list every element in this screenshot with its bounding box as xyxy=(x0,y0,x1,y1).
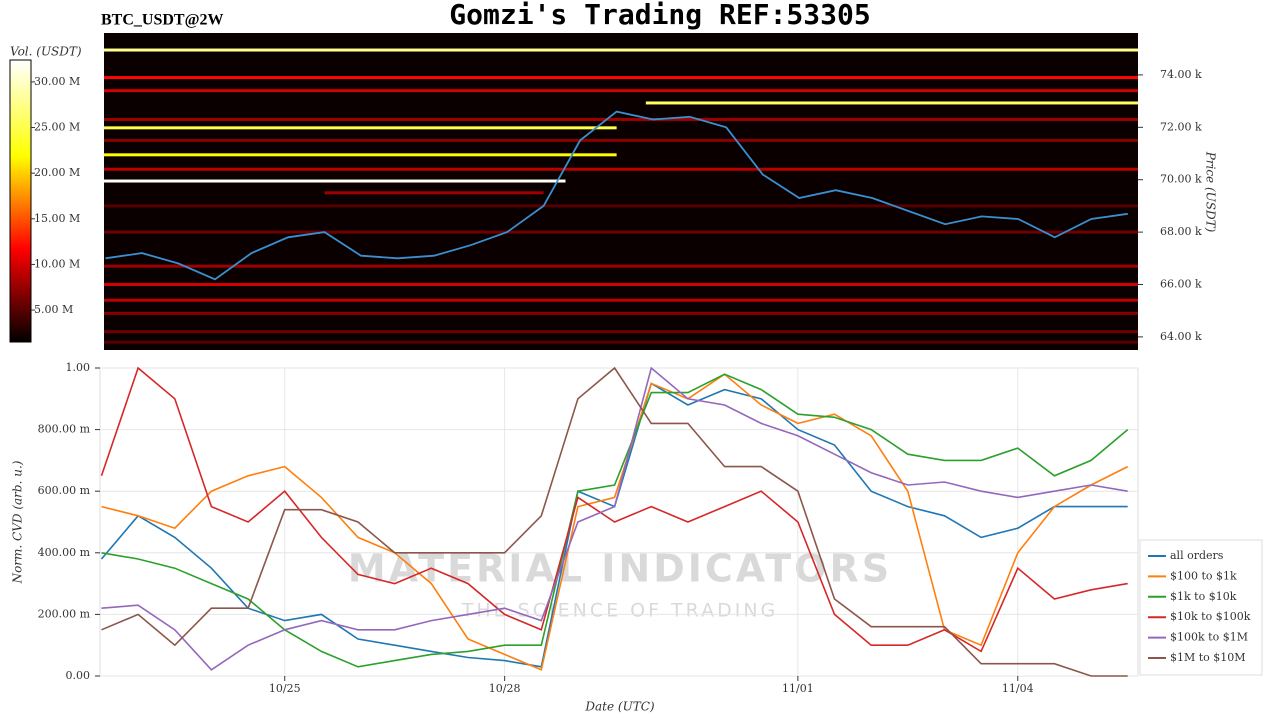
chart-title: Gomzi's Trading REF:53305 xyxy=(449,0,870,31)
colorbar-tick-label: 10.00 M xyxy=(34,257,80,270)
legend-label: $1M to $10M xyxy=(1170,651,1246,664)
y-tick-label: 64.00 k xyxy=(1160,330,1202,343)
colorbar-tick-label: 30.00 M xyxy=(34,75,80,88)
colorbar-label: Vol. (USDT) xyxy=(10,45,82,59)
y-tick-label: 74.00 k xyxy=(1160,68,1202,81)
order-level xyxy=(104,264,1138,268)
order-level xyxy=(104,204,1138,208)
order-level xyxy=(645,101,1138,105)
legend-label: all orders xyxy=(1170,549,1224,562)
price-line xyxy=(105,110,1128,281)
order-level xyxy=(104,179,566,183)
order-level xyxy=(104,117,1138,121)
y-tick-label: 1.00 xyxy=(66,361,91,374)
cvd-line xyxy=(101,366,1128,677)
colorbar-tick-label: 15.00 M xyxy=(34,212,80,225)
y-tick-label: 400.00 m xyxy=(38,546,91,559)
cvd-line xyxy=(101,373,1129,668)
colorbar-tick-label: 20.00 M xyxy=(34,166,80,179)
y-tick-label: 66.00 k xyxy=(1160,278,1202,291)
watermark: MATERIAL INDICATORS xyxy=(348,547,892,591)
order-level xyxy=(104,126,617,130)
order-level xyxy=(104,311,1138,315)
order-level xyxy=(104,48,1138,52)
cvd-line xyxy=(100,366,1128,653)
colorbar xyxy=(9,59,32,343)
order-level xyxy=(104,76,1138,80)
order-level xyxy=(104,89,1138,93)
x-tick-label: 10/28 xyxy=(489,682,521,695)
subtitle: BTC_USDT@2W xyxy=(101,12,223,29)
order-level xyxy=(104,153,617,157)
y-axis-label: Price (USDT) xyxy=(1204,151,1218,233)
x-tick-label: 10/25 xyxy=(269,682,301,695)
x-tick-label: 11/04 xyxy=(1002,682,1034,695)
cvd-line xyxy=(101,373,1129,671)
y-tick-label: 200.00 m xyxy=(38,607,91,620)
order-level xyxy=(104,298,1138,302)
colorbar-tick-label: 5.00 M xyxy=(34,303,73,316)
y-axis-label: Norm. CVD (arb. u.) xyxy=(11,460,25,584)
y-tick-label: 70.00 k xyxy=(1160,173,1202,186)
colorbar-tick-label: 25.00 M xyxy=(34,121,80,134)
order-level xyxy=(104,230,1138,234)
order-level xyxy=(104,330,1138,334)
legend-label: $100k to $1M xyxy=(1170,631,1248,644)
y-tick-label: 800.00 m xyxy=(38,423,91,436)
y-tick-label: 72.00 k xyxy=(1160,120,1202,133)
legend-label: $10k to $100k xyxy=(1170,610,1251,623)
order-level xyxy=(104,138,1138,142)
x-tick-label: 11/01 xyxy=(782,682,814,695)
x-axis-label: Date (UTC) xyxy=(584,700,654,714)
y-tick-label: 68.00 k xyxy=(1160,225,1202,238)
y-tick-label: 600.00 m xyxy=(38,484,91,497)
legend-label: $100 to $1k xyxy=(1170,569,1237,582)
order-level xyxy=(104,340,1138,344)
legend xyxy=(1139,539,1263,676)
cvd-line xyxy=(101,366,1128,671)
watermark-sub: THE SCIENCE OF TRADING xyxy=(461,600,779,622)
heatmap-background xyxy=(104,33,1138,350)
order-level xyxy=(104,283,1138,287)
plot-area xyxy=(99,367,1139,677)
order-level xyxy=(324,191,544,195)
y-tick-label: 0.00 xyxy=(66,669,91,682)
order-level xyxy=(104,167,1138,171)
legend-label: $1k to $10k xyxy=(1170,590,1237,603)
